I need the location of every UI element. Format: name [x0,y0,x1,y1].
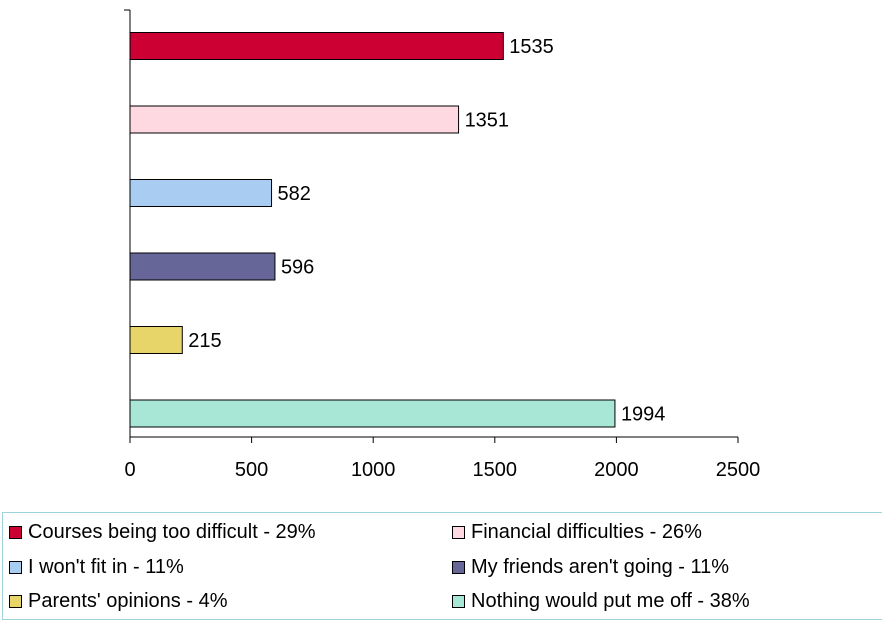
x-tick-label: 0 [124,459,135,481]
x-tick-label: 2500 [716,459,761,481]
legend-label: My friends aren't going - 11% [471,556,730,578]
legend-label: I won't fit in - 11% [28,556,184,578]
legend-swatch-icon [452,560,465,574]
bar-value-label: 582 [278,183,311,205]
legend-item: I won't fit in - 11% [9,552,184,582]
legend-item: Parents' opinions - 4% [9,586,227,616]
value-labels-group: 1535 1351 582 596 215 1994 [188,36,665,426]
legend-label: Courses being too difficult - 29% [28,521,316,543]
bar [129,105,460,134]
bar [129,399,616,428]
x-tick-label: 2000 [594,459,639,481]
bar-value-label: 1994 [621,404,666,426]
x-tick-label: 500 [235,459,268,481]
bar [129,32,504,60]
legend-swatch-icon [9,560,22,574]
bar [129,326,183,354]
x-ticks-group: 0 500 1000 1500 2000 2500 [124,437,760,481]
legend-label: Financial difficulties - 26% [471,521,702,543]
legend-item: Financial difficulties - 26% [452,517,702,547]
legend-swatch-icon [9,525,22,539]
bars-group [129,32,616,428]
bar-value-label: 1351 [465,110,510,132]
legend-label: Parents' opinions - 4% [28,590,228,612]
bar [129,252,276,281]
legend-label: Nothing would put me off - 38% [471,590,750,612]
bar-value-label: 596 [281,257,314,279]
legend-item: Nothing would put me off - 38% [452,586,750,616]
legend-item: Courses being too difficult - 29% [9,517,316,547]
x-tick-label: 1500 [473,459,518,481]
bar-chart: 1535 1351 582 596 215 1994 0 500 1000 1500 2000 25… [124,9,760,481]
legend: Courses being too difficult - 29% Financ… [2,512,882,620]
bar-value-label: 215 [188,330,221,352]
bar [129,179,273,207]
legend-item: My friends aren't going - 11% [452,552,729,582]
legend-swatch-icon [452,594,465,608]
x-tick-label: 1000 [351,459,396,481]
legend-swatch-icon [9,594,22,608]
bar-value-label: 1535 [509,36,554,58]
legend-swatch-icon [452,525,465,539]
